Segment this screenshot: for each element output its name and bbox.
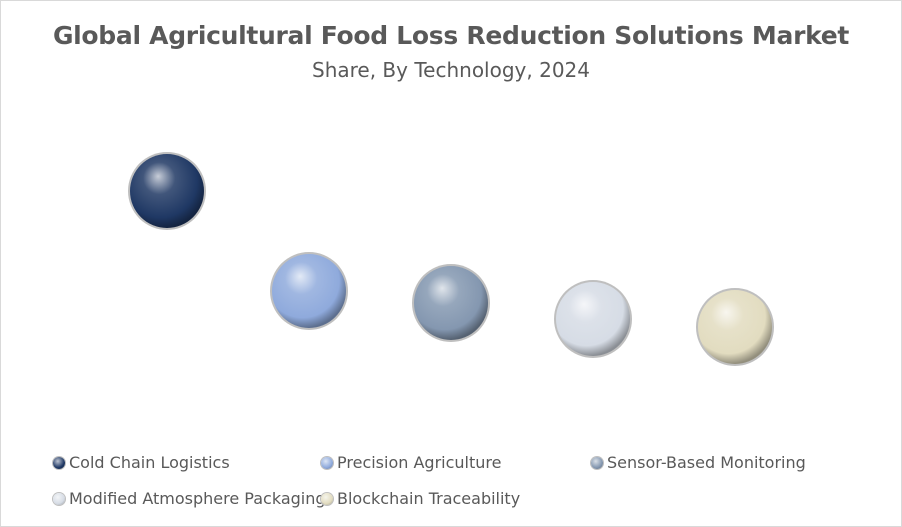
legend-marker-icon	[591, 456, 603, 469]
legend-item-sensor-based-monitoring: Sensor-Based Monitoring	[591, 453, 806, 472]
legend-label: Modified Atmosphere Packaging	[69, 489, 326, 508]
bubble-precision-agriculture	[272, 254, 346, 328]
legend-marker-icon	[53, 456, 65, 469]
plot-area	[128, 152, 774, 366]
legend-item-precision-agriculture: Precision Agriculture	[321, 453, 501, 472]
legend-marker-icon	[53, 492, 65, 505]
legend-label: Cold Chain Logistics	[69, 453, 230, 472]
bubble-sensor-based-monitoring	[414, 266, 488, 340]
bubble-modified-atmosphere-packaging	[556, 282, 630, 356]
legend-item-blockchain-traceability: Blockchain Traceability	[321, 489, 520, 508]
chart-title: Global Agricultural Food Loss Reduction …	[52, 21, 850, 50]
legend-label: Sensor-Based Monitoring	[607, 453, 806, 472]
legend-item-modified-atmosphere-packaging: Modified Atmosphere Packaging	[53, 489, 326, 508]
legend-marker-icon	[321, 492, 333, 505]
chart-subtitle: Share, By Technology, 2024	[312, 58, 590, 82]
legend-item-cold-chain-logistics: Cold Chain Logistics	[53, 453, 230, 472]
bubble-cold-chain-logistics	[130, 154, 204, 228]
legend-label: Precision Agriculture	[337, 453, 502, 472]
legend-label: Blockchain Traceability	[337, 489, 521, 508]
legend-marker-icon	[321, 456, 333, 469]
bubble-blockchain-traceability	[698, 290, 772, 364]
